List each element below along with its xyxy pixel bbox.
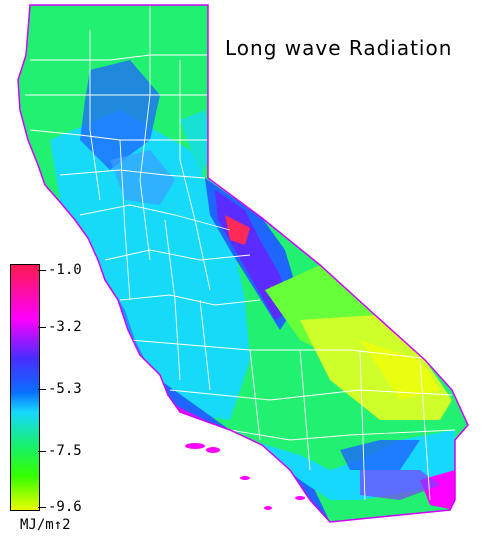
legend-tick xyxy=(38,270,46,271)
map-title: Long wave Radiation xyxy=(225,36,453,60)
legend-tick-label: -5.3 xyxy=(48,381,82,397)
channel-islands xyxy=(185,443,305,510)
legend-tick xyxy=(38,327,46,328)
legend-tick-label: -7.5 xyxy=(48,443,82,459)
color-scale-bar xyxy=(10,264,40,511)
legend-unit: MJ/m↑2 xyxy=(20,517,71,533)
legend-tick-label: -3.2 xyxy=(48,319,82,335)
county-lines xyxy=(25,5,456,501)
legend-tick xyxy=(38,389,46,390)
legend-tick-label: -1.0 xyxy=(48,262,82,278)
legend-tick-label: -9.6 xyxy=(48,499,82,515)
legend-tick xyxy=(38,507,46,508)
legend-tick xyxy=(38,451,46,452)
